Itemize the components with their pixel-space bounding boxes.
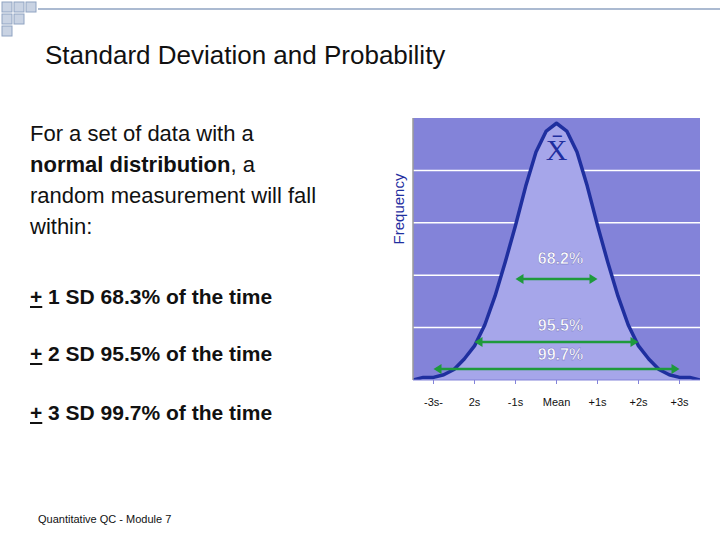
slide: Frequency -3s- 2s -1s Mean +1s +2s +3s X̄ 68.2% 95… [0, 0, 720, 540]
plot-area [413, 123, 700, 380]
x-tick [556, 380, 557, 384]
slide-title: Standard Deviation and Probability [45, 40, 445, 71]
x-tick-label: +3s [670, 396, 689, 408]
decor-square [2, 14, 12, 24]
curve-line [413, 123, 700, 380]
rule-text: 1 SD 68.3% of the time [42, 285, 272, 308]
decoration [2, 2, 720, 36]
range-arrow [434, 364, 680, 374]
range-arrow [516, 274, 598, 284]
chart: Frequency -3s- 2s -1s Mean +1s +2s +3s X̄ 68.2% 95… [0, 0, 720, 540]
decor-square [26, 2, 36, 12]
x-tick-label: Mean [543, 396, 571, 408]
arrow-head [475, 337, 483, 347]
range-arrow-line [522, 278, 592, 281]
x-tick [638, 380, 639, 384]
x-tick [433, 380, 434, 384]
x-tick-label: +1s [588, 396, 607, 408]
curve-area [413, 123, 700, 380]
arrow-head [434, 364, 442, 374]
arrow-head [590, 274, 598, 284]
sd-rule: + 3 SD 99.7% of the time [30, 401, 272, 425]
rule-sign: + [30, 342, 42, 365]
x-tick-label: 2s [469, 396, 481, 408]
rule-text: 3 SD 99.7% of the time [42, 401, 272, 424]
arrow-head [672, 364, 680, 374]
x-tick [515, 380, 516, 384]
decor-square [14, 14, 24, 24]
footer: Quantitative QC - Module 7 [38, 513, 171, 525]
y-axis-label: Frequency [390, 173, 407, 244]
rule-sign: + [30, 285, 42, 308]
intro-part: For a set of data with a [30, 121, 254, 146]
x-tick-label: +2s [629, 396, 648, 408]
decor-square [14, 2, 24, 12]
x-tick-label: -1s [508, 396, 524, 408]
range-label: 68.2% [538, 250, 583, 267]
arrow-head [631, 337, 639, 347]
decor-square [2, 2, 12, 12]
range-arrow-line [481, 341, 633, 344]
range-label: 99.7% [538, 346, 583, 363]
mean-symbol: X̄ [546, 133, 568, 166]
intro-part: normal distribution [30, 152, 230, 177]
plot-background [413, 118, 700, 380]
x-tick [679, 380, 680, 384]
decor-square [2, 26, 12, 36]
intro-text: For a set of data with a normal distribu… [30, 118, 320, 242]
x-tick [474, 380, 475, 384]
rule-sign: + [30, 401, 42, 424]
rule-text: 2 SD 95.5% of the time [42, 342, 272, 365]
x-tick-label: -3s- [424, 396, 443, 408]
arrow-head [516, 274, 524, 284]
x-tick [597, 380, 598, 384]
range-arrow-line [440, 368, 674, 371]
decor-line [38, 8, 720, 10]
y-axis-line [412, 118, 414, 380]
range-label: 95.5% [538, 317, 583, 334]
sd-rule: + 1 SD 68.3% of the time [30, 285, 272, 309]
sd-rule: + 2 SD 95.5% of the time [30, 342, 272, 366]
